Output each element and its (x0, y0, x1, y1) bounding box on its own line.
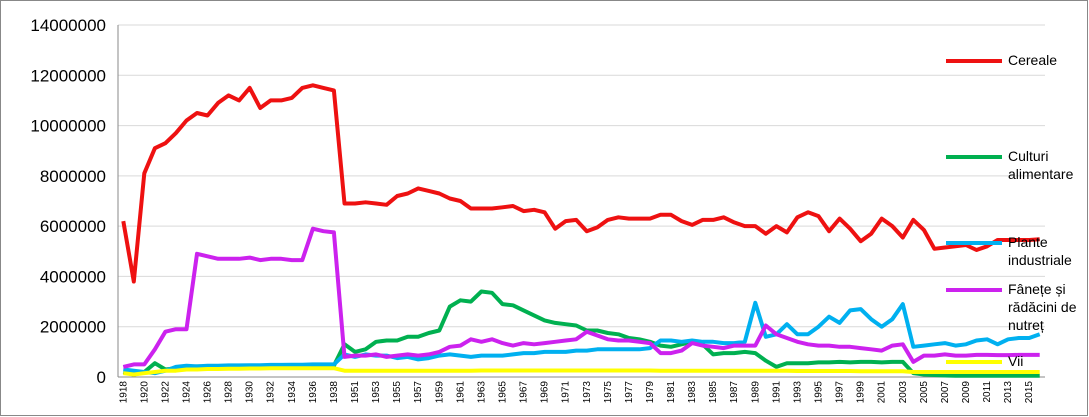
x-tick-label: 1930 (245, 381, 256, 404)
x-tick-label: 1951 (350, 381, 361, 404)
series-line (122, 226, 1040, 369)
x-tick-label: 2007 (940, 381, 951, 404)
x-tick-label: 1961 (455, 381, 466, 404)
x-tick-label: 1983 (687, 381, 698, 404)
legend-swatch (946, 360, 1002, 364)
x-tick-label: 1987 (729, 381, 740, 404)
legend-swatch (946, 241, 1002, 245)
x-tick-label: 1922 (160, 381, 171, 404)
x-tick-label: 2003 (898, 381, 909, 404)
x-tick-label: 1926 (203, 381, 214, 404)
x-tick-label: 1920 (139, 381, 150, 404)
y-tick-label: 8000000 (40, 167, 106, 186)
x-tick-label: 2013 (1003, 381, 1014, 404)
legend-item: Plante industriale (946, 233, 1088, 269)
x-tick-label: 1991 (771, 381, 782, 404)
x-tick-label: 1965 (497, 381, 508, 404)
x-tick-label: 1989 (750, 381, 761, 404)
x-tick-label: 1969 (540, 381, 551, 404)
x-tick-label: 2011 (982, 381, 993, 403)
y-tick-label: 6000000 (40, 217, 106, 236)
x-tick-label: 1932 (266, 381, 277, 404)
legend-item: Fânețe și rădăcini de nutreț (946, 280, 1088, 334)
legend-swatch (946, 59, 1002, 63)
legend-label: Plante industriale (1008, 234, 1072, 268)
legend-label: Vii (1008, 353, 1024, 369)
legend-label: Cereale (1008, 52, 1058, 68)
x-tick-label: 1995 (814, 381, 825, 404)
y-tick-label: 0 (97, 368, 106, 387)
x-tick-label: 1957 (413, 381, 424, 404)
legend-swatch (946, 155, 1002, 159)
x-tick-label: 1936 (308, 381, 319, 404)
series-line (121, 83, 1040, 284)
x-tick-label: 1955 (392, 381, 403, 404)
legend-label: Culturi alimentare (1008, 148, 1074, 182)
series-line (123, 366, 1040, 377)
x-tick-label: 1977 (624, 381, 635, 404)
x-tick-label: 1928 (224, 381, 235, 404)
y-tick-label: 4000000 (40, 267, 106, 286)
x-tick-label: 1997 (835, 381, 846, 404)
x-tick-label: 1938 (329, 381, 340, 404)
legend-item: Culturi alimentare (946, 147, 1088, 183)
x-tick-label: 1959 (434, 381, 445, 404)
legend-swatch (946, 288, 1002, 292)
x-tick-label: 2005 (919, 381, 930, 404)
x-tick-label: 1924 (181, 381, 192, 404)
y-tick-label: 14000000 (30, 16, 106, 35)
y-tick-label: 12000000 (30, 66, 106, 85)
y-tick-label: 10000000 (30, 117, 106, 136)
y-tick-label: 2000000 (40, 318, 106, 337)
x-tick-label: 2009 (961, 381, 972, 404)
x-tick-label: 1934 (287, 381, 298, 404)
series-line (123, 300, 1041, 376)
x-tick-label: 1993 (792, 381, 803, 404)
x-tick-label: 1953 (371, 381, 382, 404)
x-tick-label: 2015 (1024, 381, 1035, 404)
legend-label: Fânețe și rădăcini de nutreț (1008, 281, 1077, 333)
legend-item: Vii (946, 352, 1088, 370)
x-tick-label: 1999 (856, 381, 867, 404)
legend-item: Cereale (946, 51, 1088, 69)
x-tick-label: 1975 (603, 381, 614, 404)
x-tick-label: 1967 (519, 381, 530, 404)
x-tick-label: 1981 (666, 381, 677, 404)
x-tick-label: 2001 (877, 381, 888, 404)
x-tick-label: 1971 (561, 381, 572, 404)
x-tick-label: 1973 (582, 381, 593, 404)
x-tick-label: 1918 (118, 381, 129, 404)
x-tick-label: 1979 (645, 381, 656, 404)
x-tick-label: 1985 (708, 381, 719, 404)
x-tick-label: 1963 (476, 381, 487, 404)
